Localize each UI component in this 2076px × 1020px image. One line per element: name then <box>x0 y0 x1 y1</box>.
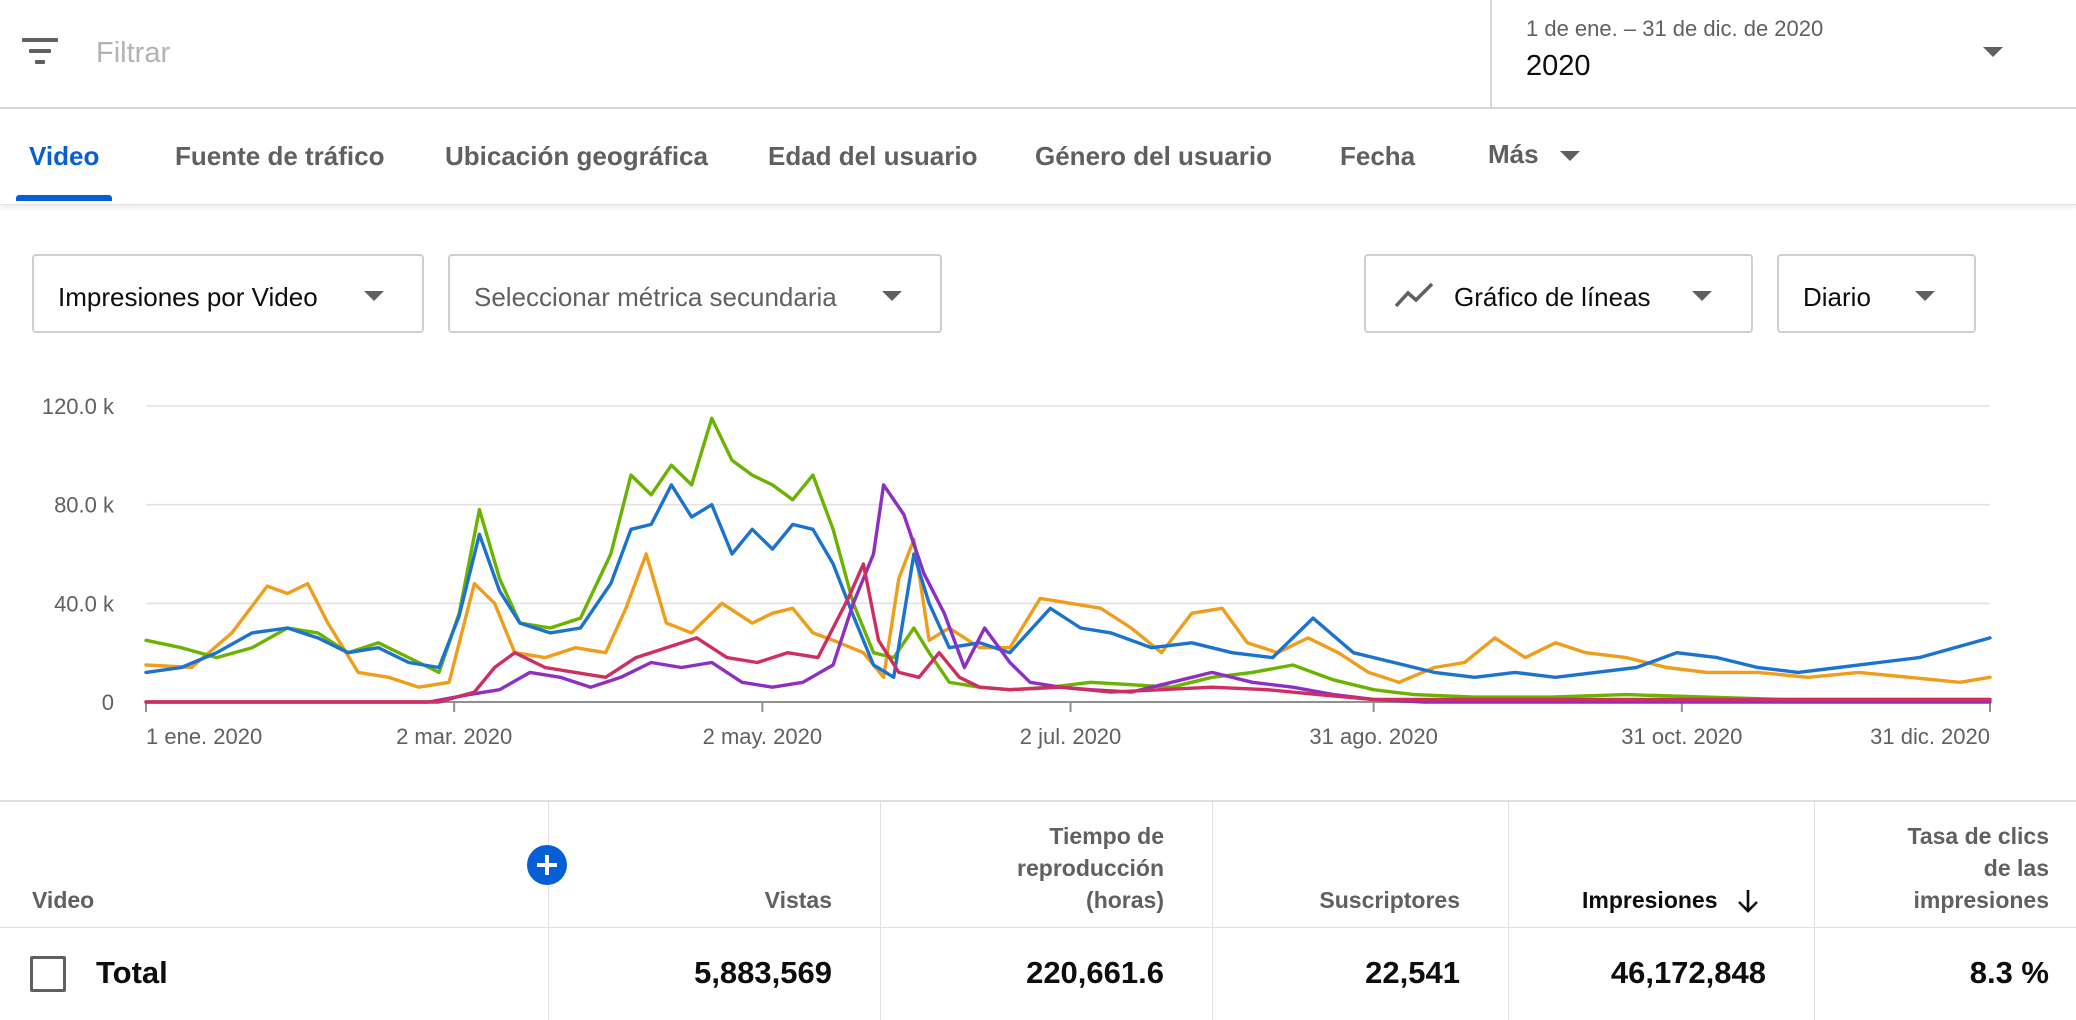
chevron-down-icon <box>882 291 902 301</box>
column-header-line: impresiones <box>1913 887 2050 913</box>
column-header-line: Tiempo de <box>1049 823 1164 849</box>
impressions-line-chart: 0 40.0 k 80.0 k 120.0 k 1 ene. 2020 2 mar. 20… <box>42 394 1992 749</box>
secondary-metric-label: Seleccionar métrica secundaria <box>474 282 837 312</box>
x-tick-label: 1 ene. 2020 <box>146 724 262 749</box>
column-divider <box>880 802 881 1020</box>
arrow-down-icon <box>1738 890 1758 913</box>
y-tick-label: 0 <box>102 690 114 715</box>
x-tick-label: 2 jul. 2020 <box>1020 724 1122 749</box>
tab-geography[interactable]: Ubicación geográfica <box>445 141 708 171</box>
date-range-value: 2020 <box>1526 50 1591 82</box>
total-subscribers: 22,541 <box>1365 955 1460 990</box>
tab-video[interactable]: Video <box>29 141 100 171</box>
series-line-5 <box>144 562 1992 704</box>
date-range-picker[interactable]: 1 de ene. – 31 de dic. de 2020 2020 <box>1490 0 2076 107</box>
line-chart-icon <box>1394 282 1434 308</box>
chevron-down-icon <box>364 291 384 301</box>
x-tick-label: 2 mar. 2020 <box>396 724 512 749</box>
y-tick-label: 40.0 k <box>54 591 115 616</box>
chart-type-select[interactable]: Gráfico de líneas <box>1364 254 1753 333</box>
total-ctr: 8.3 % <box>1969 955 2049 990</box>
column-header-ctr[interactable]: Tasa de clics de las impresiones <box>1908 820 2050 916</box>
chevron-down-icon <box>1983 47 2003 57</box>
x-tick-label: 31 dic. 2020 <box>1870 724 1990 749</box>
metrics-table: Video Vistas Tiempo de reproducción (hor… <box>0 800 2076 1020</box>
x-tick-label: 31 ago. 2020 <box>1309 724 1437 749</box>
column-header-line: reproducción <box>1017 855 1164 881</box>
x-tick-label: 31 oct. 2020 <box>1621 724 1742 749</box>
tab-traffic-source[interactable]: Fuente de tráfico <box>175 141 385 171</box>
chevron-down-icon <box>1692 291 1712 301</box>
tab-date[interactable]: Fecha <box>1340 141 1416 171</box>
column-header-views[interactable]: Vistas <box>764 887 832 913</box>
series-line-4 <box>144 483 1992 704</box>
dimension-tabs: Video Fuente de tráfico Ubicación geográ… <box>0 109 2076 205</box>
column-header-video[interactable]: Video <box>32 887 95 913</box>
total-views: 5,883,569 <box>694 955 832 990</box>
series-line-1 <box>144 537 1992 689</box>
total-label: Total <box>96 955 168 990</box>
y-tick-label: 80.0 k <box>54 493 115 518</box>
column-header-line: de las <box>1983 855 2049 881</box>
total-impressions: 46,172,848 <box>1610 955 1766 990</box>
column-header-impressions[interactable]: Impresiones <box>1582 884 1758 916</box>
add-column-button[interactable] <box>527 845 567 885</box>
secondary-metric-select[interactable]: Seleccionar métrica secundaria <box>448 254 942 333</box>
date-range-label: 1 de ene. – 31 de dic. de 2020 <box>1526 16 1824 41</box>
chevron-down-icon <box>1560 151 1580 161</box>
column-divider <box>548 802 549 1020</box>
granularity-select[interactable]: Diario <box>1777 254 1976 333</box>
tab-more[interactable]: Más <box>1488 139 1580 170</box>
active-tab-indicator <box>16 195 112 201</box>
y-tick-label: 120.0 k <box>42 394 115 419</box>
column-divider <box>1814 802 1815 1020</box>
tab-viewer-gender[interactable]: Género del usuario <box>1035 141 1272 171</box>
column-divider <box>1212 802 1213 1020</box>
tab-viewer-age[interactable]: Edad del usuario <box>768 141 978 171</box>
column-header-impressions-label: Impresiones <box>1582 887 1718 913</box>
filter-bar: 1 de ene. – 31 de dic. de 2020 2020 <box>0 0 2076 109</box>
column-header-line: (horas) <box>1086 887 1164 913</box>
column-header-watch-time[interactable]: Tiempo de reproducción (horas) <box>1017 820 1164 916</box>
chevron-down-icon <box>1915 291 1935 301</box>
primary-metric-select[interactable]: Impresiones por Video <box>32 254 424 333</box>
tab-more-label: Más <box>1488 139 1539 169</box>
header-divider <box>0 927 2076 928</box>
primary-metric-label: Impresiones por Video <box>58 282 318 312</box>
series-line-3 <box>144 483 1992 679</box>
column-divider <box>1508 802 1509 1020</box>
granularity-label: Diario <box>1803 282 1871 312</box>
chart-type-label: Gráfico de líneas <box>1454 282 1651 312</box>
column-header-line: Tasa de clics <box>1907 823 2050 849</box>
filter-input[interactable] <box>96 28 1446 78</box>
total-watch-time: 220,661.6 <box>1026 955 1164 990</box>
column-header-subscribers[interactable]: Suscriptores <box>1319 887 1460 913</box>
filter-list-icon[interactable] <box>22 38 58 66</box>
x-tick-label: 2 may. 2020 <box>703 724 822 749</box>
total-row-checkbox[interactable] <box>30 956 66 992</box>
